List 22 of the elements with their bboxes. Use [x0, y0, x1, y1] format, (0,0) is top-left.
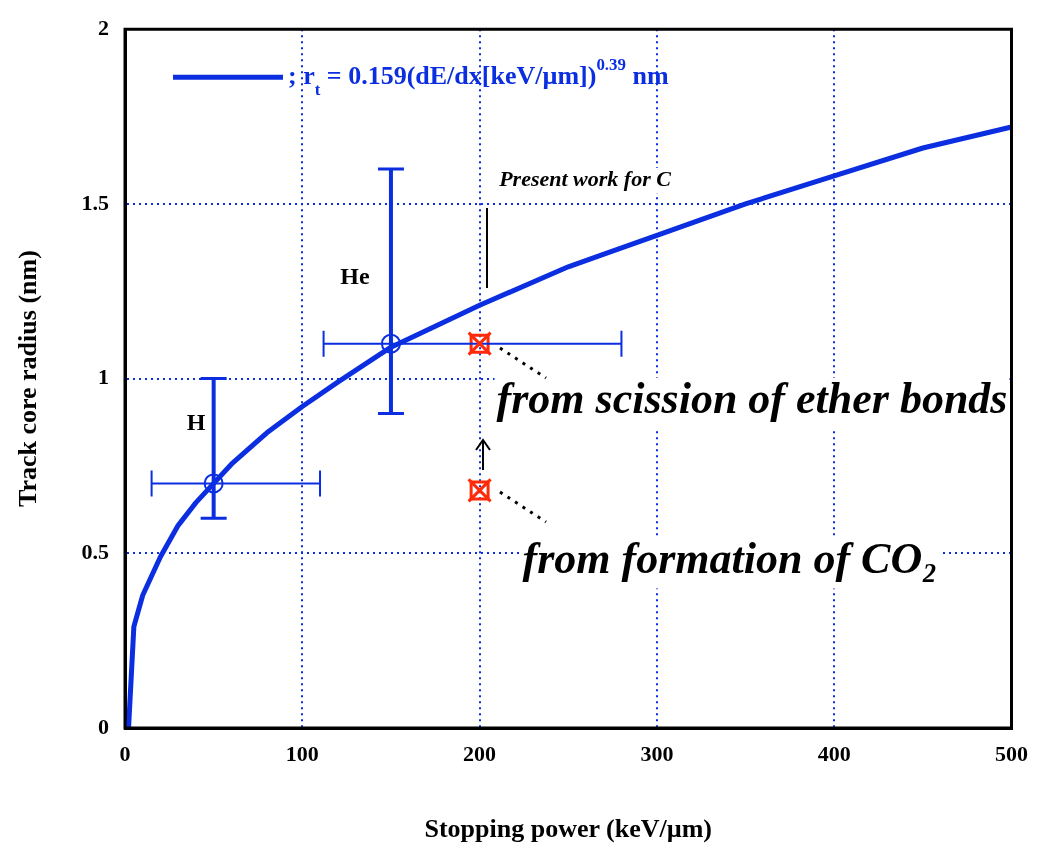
annotation: from scission of ether bonds	[496, 374, 1008, 424]
point	[467, 477, 493, 503]
y-tick-label: 0.5	[81, 538, 109, 564]
y-axis-title: Track core radius (nm)	[13, 250, 43, 508]
point	[203, 473, 224, 494]
y-tick-label: 0	[98, 713, 109, 739]
annotation: H	[186, 409, 206, 436]
x-axis-title: Stopping power (keV/µm)	[424, 814, 713, 844]
point	[380, 333, 401, 354]
point	[467, 331, 493, 357]
y-tick-label: 2	[98, 14, 109, 40]
x-tick-label: 400	[817, 740, 851, 766]
x-tick-label: 500	[995, 740, 1028, 766]
x-tick-label: 300	[640, 740, 674, 766]
x-tick-label: 0	[119, 740, 131, 766]
annotation: Present work for C	[498, 165, 672, 191]
y-tick-label: 1	[98, 364, 109, 390]
x-tick-label: 100	[285, 740, 319, 766]
y-tick-label: 1.5	[81, 189, 109, 215]
annotation: He	[340, 263, 370, 290]
annotation: from formation of CO₂	[522, 534, 938, 584]
x-tick-label: 200	[463, 740, 497, 766]
